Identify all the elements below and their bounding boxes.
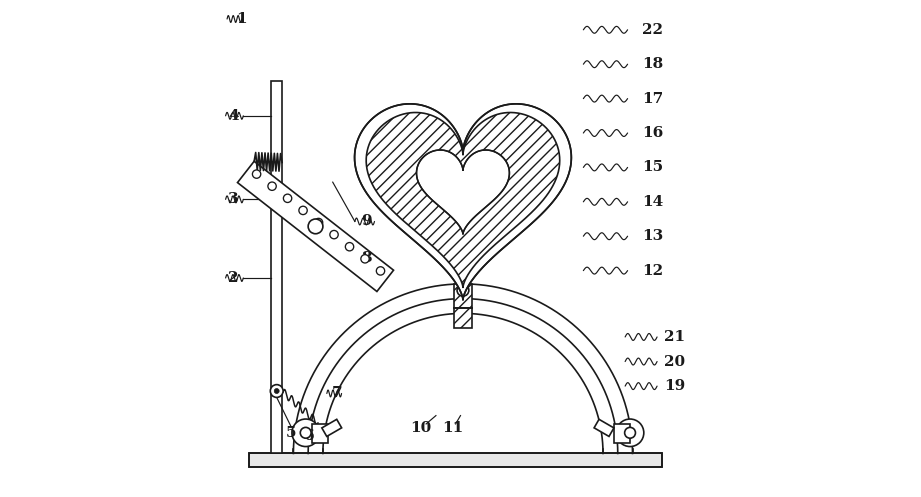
Text: 4: 4 — [228, 109, 239, 123]
Text: 20: 20 — [664, 354, 685, 369]
Circle shape — [624, 427, 635, 438]
Circle shape — [299, 206, 308, 215]
Text: 14: 14 — [642, 195, 664, 209]
Polygon shape — [594, 419, 614, 436]
Polygon shape — [416, 150, 509, 234]
Text: 12: 12 — [642, 263, 663, 278]
Circle shape — [252, 170, 261, 178]
Polygon shape — [355, 104, 571, 300]
Circle shape — [330, 231, 338, 239]
Text: 15: 15 — [642, 161, 663, 174]
Circle shape — [274, 389, 279, 394]
Text: 2: 2 — [228, 271, 239, 285]
Text: 13: 13 — [642, 229, 664, 243]
Text: 10: 10 — [411, 421, 432, 435]
Circle shape — [284, 194, 292, 202]
FancyBboxPatch shape — [454, 308, 472, 328]
Text: 21: 21 — [664, 330, 685, 344]
Text: 5: 5 — [286, 426, 297, 440]
Circle shape — [457, 284, 469, 296]
Circle shape — [268, 182, 276, 190]
Text: 6: 6 — [304, 429, 314, 443]
Polygon shape — [321, 419, 342, 436]
FancyBboxPatch shape — [272, 82, 282, 453]
FancyBboxPatch shape — [250, 453, 662, 467]
Text: 1: 1 — [237, 12, 247, 26]
Circle shape — [616, 419, 644, 446]
Circle shape — [377, 267, 385, 275]
Circle shape — [314, 218, 322, 227]
Circle shape — [309, 219, 323, 234]
Text: 8: 8 — [361, 251, 371, 265]
Text: 18: 18 — [642, 57, 664, 71]
Circle shape — [361, 254, 369, 263]
Text: 7: 7 — [332, 387, 342, 401]
Circle shape — [270, 385, 283, 398]
FancyBboxPatch shape — [454, 284, 472, 308]
Text: 3: 3 — [228, 192, 239, 206]
Text: 11: 11 — [442, 421, 464, 435]
FancyBboxPatch shape — [613, 424, 630, 443]
Text: 22: 22 — [642, 23, 663, 37]
Text: 9: 9 — [361, 215, 371, 229]
Circle shape — [345, 243, 354, 251]
Text: 16: 16 — [642, 126, 664, 140]
Circle shape — [292, 419, 320, 446]
Circle shape — [300, 427, 311, 438]
Polygon shape — [238, 161, 393, 292]
FancyBboxPatch shape — [312, 424, 328, 443]
Polygon shape — [367, 112, 560, 287]
Text: 19: 19 — [664, 379, 686, 393]
Text: 17: 17 — [642, 91, 664, 105]
